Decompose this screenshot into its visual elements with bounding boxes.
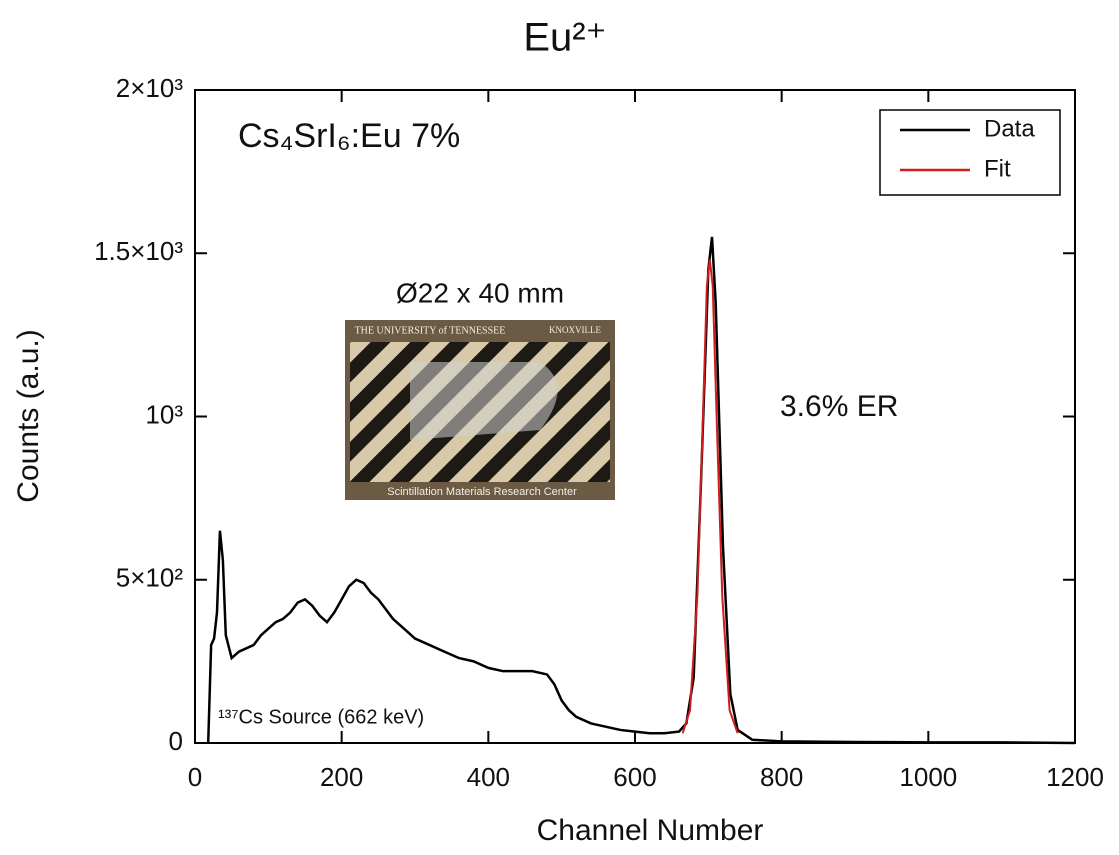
inset-text: THE UNIVERSITY of TENNESSEE <box>355 325 506 336</box>
legend-label: Fit <box>984 155 1011 182</box>
x-tick-label: 0 <box>188 762 202 792</box>
inset-text: Scintillation Materials Research Center <box>387 486 577 498</box>
y-axis-label: Counts (a.u.) <box>12 329 45 502</box>
annotation: ¹³⁷Cs Source (662 keV) <box>218 706 424 728</box>
x-tick-label: 600 <box>613 762 656 792</box>
y-tick-label: 5×10² <box>116 563 184 593</box>
annotation: 3.6% ER <box>780 390 898 423</box>
y-tick-label: 0 <box>169 726 183 756</box>
inset-text: KNOXVILLE <box>549 325 601 335</box>
inset-photo: THE UNIVERSITY of TENNESSEE KNOXVILLE Sc… <box>345 320 615 500</box>
y-tick-label: 2×10³ <box>116 73 184 103</box>
chart-title: Eu²⁺ <box>523 16 606 60</box>
legend-box <box>879 109 1061 196</box>
data-line <box>206 236 1076 745</box>
x-tick-label: 1000 <box>899 762 957 792</box>
annotation: Ø22 x 40 mm <box>396 277 564 308</box>
legend-label: Data <box>984 115 1035 142</box>
x-tick-label: 800 <box>760 762 803 792</box>
data-line <box>681 259 739 734</box>
x-axis-label: Channel Number <box>537 814 764 847</box>
y-tick-label: 10³ <box>145 399 183 429</box>
x-tick-label: 1200 <box>1046 762 1104 792</box>
x-tick-label: 400 <box>467 762 510 792</box>
y-tick-label: 1.5×10³ <box>94 236 183 266</box>
x-tick-label: 200 <box>320 762 363 792</box>
annotation: Cs₄SrI₆:Eu 7% <box>238 117 460 155</box>
